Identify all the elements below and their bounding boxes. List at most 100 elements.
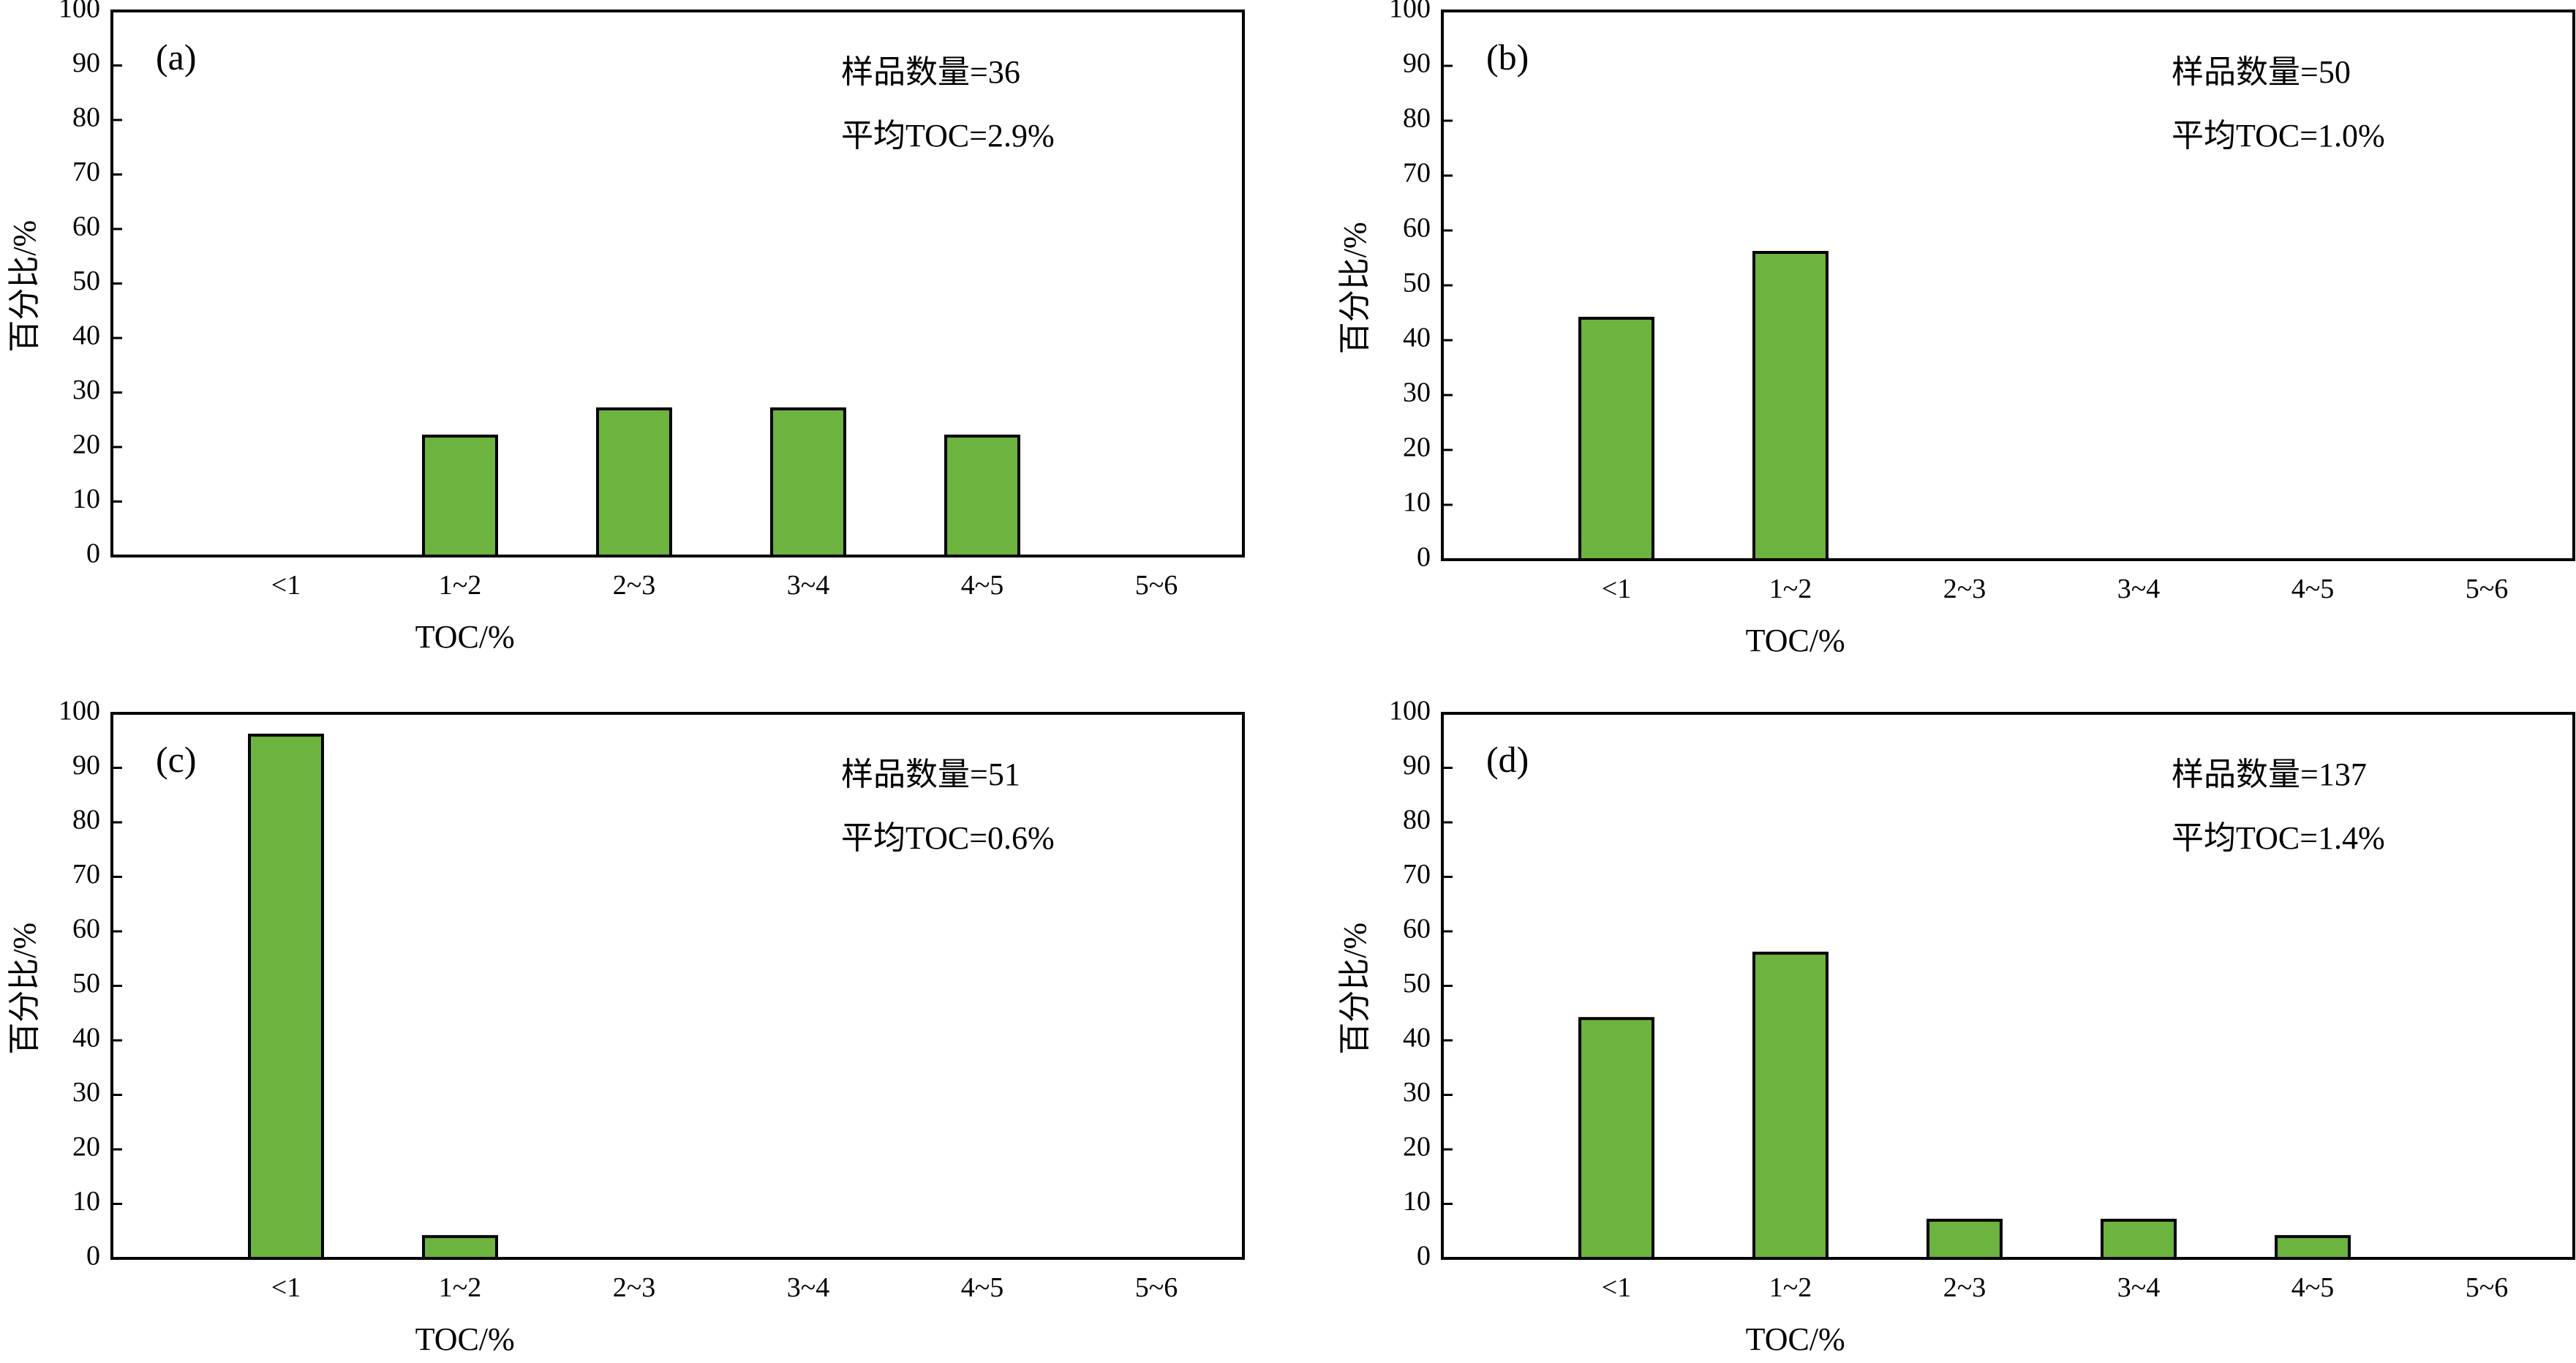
bar xyxy=(1927,1218,2003,1260)
y-tick-label: 80 xyxy=(72,102,100,133)
y-axis-label: 百分比/% xyxy=(1337,923,1373,1055)
y-tick-label: 100 xyxy=(1389,0,1431,24)
sample-count-annotation: 样品数量=137 xyxy=(2172,756,2367,792)
x-tick-label: <1 xyxy=(1602,574,1631,604)
y-tick-label: 50 xyxy=(1403,268,1431,298)
x-axis-label: TOC/% xyxy=(415,1321,515,1357)
x-tick-label: 3~4 xyxy=(2117,1272,2161,1303)
chart-panel-a: 0 10 20 30 40 50 60 70 80 90 100 <1 1~2 2~3 3~4 4~5 5~6 T… xyxy=(7,0,1245,655)
y-axis-label: 百分比/% xyxy=(7,220,42,353)
average-toc-annotation: 平均TOC=2.9% xyxy=(841,118,1055,154)
bar xyxy=(2101,1218,2177,1260)
x-axis-label: TOC/% xyxy=(1746,623,1845,658)
y-tick-label: 80 xyxy=(72,805,100,836)
panel-label: (b) xyxy=(1486,37,1529,78)
x-tick-label: 1~2 xyxy=(439,1272,482,1303)
bar xyxy=(944,435,1020,557)
y-tick-label: 70 xyxy=(1403,859,1431,890)
y-tick-label: 100 xyxy=(1389,696,1431,726)
y-tick-label: 90 xyxy=(1403,750,1431,781)
x-tick-label: 3~4 xyxy=(787,570,830,601)
y-tick-label: 80 xyxy=(1403,805,1431,836)
bar xyxy=(1578,1017,1654,1260)
y-tick-label: 10 xyxy=(72,484,100,514)
x-tick-label: <1 xyxy=(1602,1272,1631,1303)
bar xyxy=(2275,1235,2351,1260)
chart-panel-d: 0 10 20 30 40 50 60 70 80 90 100 <1 1~2 2~3 3~4 4~5 5~6 T… xyxy=(1337,696,2575,1357)
x-tick-label: 3~4 xyxy=(787,1272,830,1303)
bar xyxy=(248,733,324,1260)
x-tick-label: 2~3 xyxy=(613,1272,656,1303)
plot-frame xyxy=(110,10,1245,557)
y-tick-label: 90 xyxy=(72,750,100,781)
y-tick-label: 50 xyxy=(72,266,100,296)
y-tick-label: 30 xyxy=(1403,378,1431,408)
y-tick-label: 60 xyxy=(72,211,100,242)
y-tick-label: 60 xyxy=(1403,914,1431,945)
y-tick-label: 90 xyxy=(72,48,100,78)
panel-label: (d) xyxy=(1486,739,1529,780)
panel-label: (c) xyxy=(156,739,197,780)
y-tick-label: 0 xyxy=(86,538,100,569)
y-tick-label: 80 xyxy=(1403,103,1431,134)
plot-frame xyxy=(1441,10,2575,561)
plot-frame xyxy=(1441,712,2575,1260)
sample-count-annotation: 样品数量=50 xyxy=(2172,54,2351,90)
x-tick-label: 4~5 xyxy=(961,1272,1004,1303)
y-tick-label: 20 xyxy=(1403,1132,1431,1163)
average-toc-annotation: 平均TOC=1.4% xyxy=(2172,820,2385,856)
chart-panel-b: 0 10 20 30 40 50 60 70 80 90 100 <1 1~2 2~3 3~4 4~5 5~6 T… xyxy=(1337,0,2575,658)
x-tick-label: 2~3 xyxy=(613,570,656,601)
x-tick-label: 4~5 xyxy=(961,570,1004,601)
x-tick-label: <1 xyxy=(271,1272,301,1303)
bar xyxy=(422,1235,498,1260)
y-tick-label: 30 xyxy=(72,1077,100,1108)
sample-count-annotation: 样品数量=36 xyxy=(841,54,1020,90)
x-tick-label: <1 xyxy=(271,570,301,601)
x-tick-label: 5~6 xyxy=(2466,574,2509,604)
x-axis-label: TOC/% xyxy=(1746,1321,1845,1357)
y-tick-label: 40 xyxy=(1403,1023,1431,1054)
y-tick-label: 60 xyxy=(1403,213,1431,244)
y-axis-label: 百分比/% xyxy=(1337,222,1373,354)
x-tick-label: 4~5 xyxy=(2291,574,2335,604)
y-tick-label: 50 xyxy=(72,968,100,999)
bar xyxy=(422,435,498,557)
x-tick-label: 1~2 xyxy=(1769,574,1812,604)
x-tick-label: 5~6 xyxy=(2466,1272,2509,1303)
y-tick-label: 40 xyxy=(72,1023,100,1054)
bar xyxy=(1578,317,1654,561)
x-tick-label: 1~2 xyxy=(1769,1272,1812,1303)
y-tick-label: 70 xyxy=(72,859,100,890)
chart-panel-c: 0 10 20 30 40 50 60 70 80 90 100 <1 1~2 2~3 3~4 4~5 5~6 T… xyxy=(7,696,1245,1357)
y-tick-label: 40 xyxy=(72,320,100,351)
y-tick-label: 0 xyxy=(1417,1241,1431,1272)
y-tick-label: 10 xyxy=(1403,487,1431,518)
x-tick-label: 1~2 xyxy=(439,570,482,601)
bar xyxy=(596,407,672,557)
y-tick-label: 30 xyxy=(1403,1077,1431,1108)
y-tick-label: 40 xyxy=(1403,323,1431,353)
y-axis-label: 百分比/% xyxy=(7,923,42,1055)
y-tick-label: 0 xyxy=(86,1241,100,1272)
x-tick-label: 5~6 xyxy=(1135,1272,1178,1303)
y-tick-label: 50 xyxy=(1403,968,1431,999)
y-tick-label: 60 xyxy=(72,914,100,945)
y-tick-label: 0 xyxy=(1417,542,1431,573)
panel-label: (a) xyxy=(156,37,197,78)
y-tick-label: 10 xyxy=(72,1186,100,1217)
x-tick-label: 3~4 xyxy=(2117,574,2161,604)
y-tick-label: 90 xyxy=(1403,48,1431,79)
x-tick-label: 5~6 xyxy=(1135,570,1178,601)
y-tick-label: 70 xyxy=(1403,158,1431,189)
y-tick-label: 100 xyxy=(59,0,100,24)
y-tick-label: 70 xyxy=(72,157,100,187)
plot-frame xyxy=(110,712,1245,1260)
y-tick-label: 20 xyxy=(72,429,100,460)
x-axis-label: TOC/% xyxy=(415,619,515,655)
y-tick-label: 20 xyxy=(72,1132,100,1163)
y-tick-label: 20 xyxy=(1403,432,1431,463)
bar xyxy=(770,407,846,557)
x-tick-label: 4~5 xyxy=(2291,1272,2335,1303)
